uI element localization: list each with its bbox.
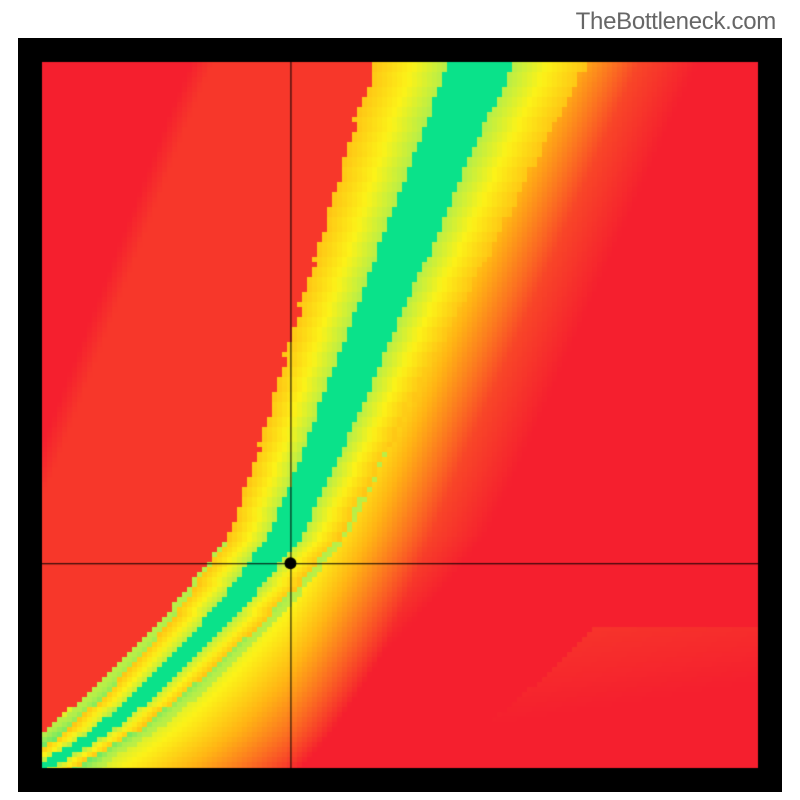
watermark-text: TheBottleneck.com [576, 8, 776, 36]
heatmap-plot [18, 38, 782, 792]
chart-container: TheBottleneck.com [0, 0, 800, 800]
